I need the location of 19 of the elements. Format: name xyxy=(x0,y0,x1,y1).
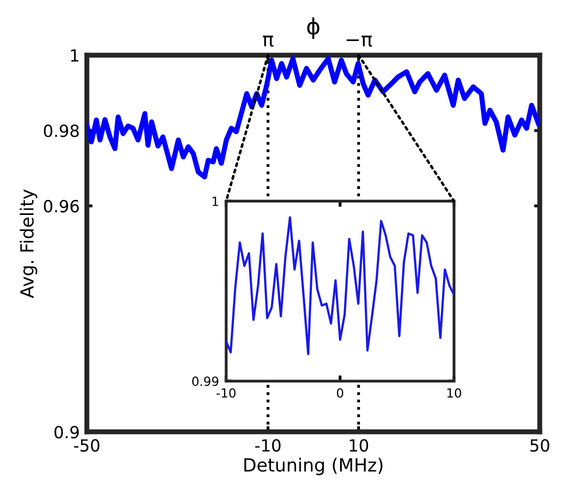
line-series xyxy=(226,216,454,356)
y-tick-label: 1 xyxy=(71,49,78,62)
x-tick-label: 10 xyxy=(350,439,368,452)
x-tick-label: -50 xyxy=(74,439,100,452)
x2-tick-label: π xyxy=(262,36,274,47)
x2-tick-label: −π xyxy=(346,36,372,47)
x-axis-title: Detuning (MHz) xyxy=(244,458,382,476)
x-tick-label: 10 xyxy=(447,388,462,398)
y-axis-title: Avg. Fidelity xyxy=(20,189,38,298)
x-tick-label: 50 xyxy=(530,439,550,452)
y-tick-label: 0.99 xyxy=(192,376,218,386)
x2-axis-title: ϕ xyxy=(307,17,320,39)
y-tick-label: 0.98 xyxy=(44,124,79,138)
y-tick-label: 1 xyxy=(212,196,218,206)
x-tick-label: 0 xyxy=(336,388,344,398)
y-tick-label: 0.9 xyxy=(54,426,79,438)
y-tick-label: 0.96 xyxy=(44,200,79,212)
x-tick-label: -10 xyxy=(216,388,236,398)
x-tick-label: -10 xyxy=(255,439,281,452)
